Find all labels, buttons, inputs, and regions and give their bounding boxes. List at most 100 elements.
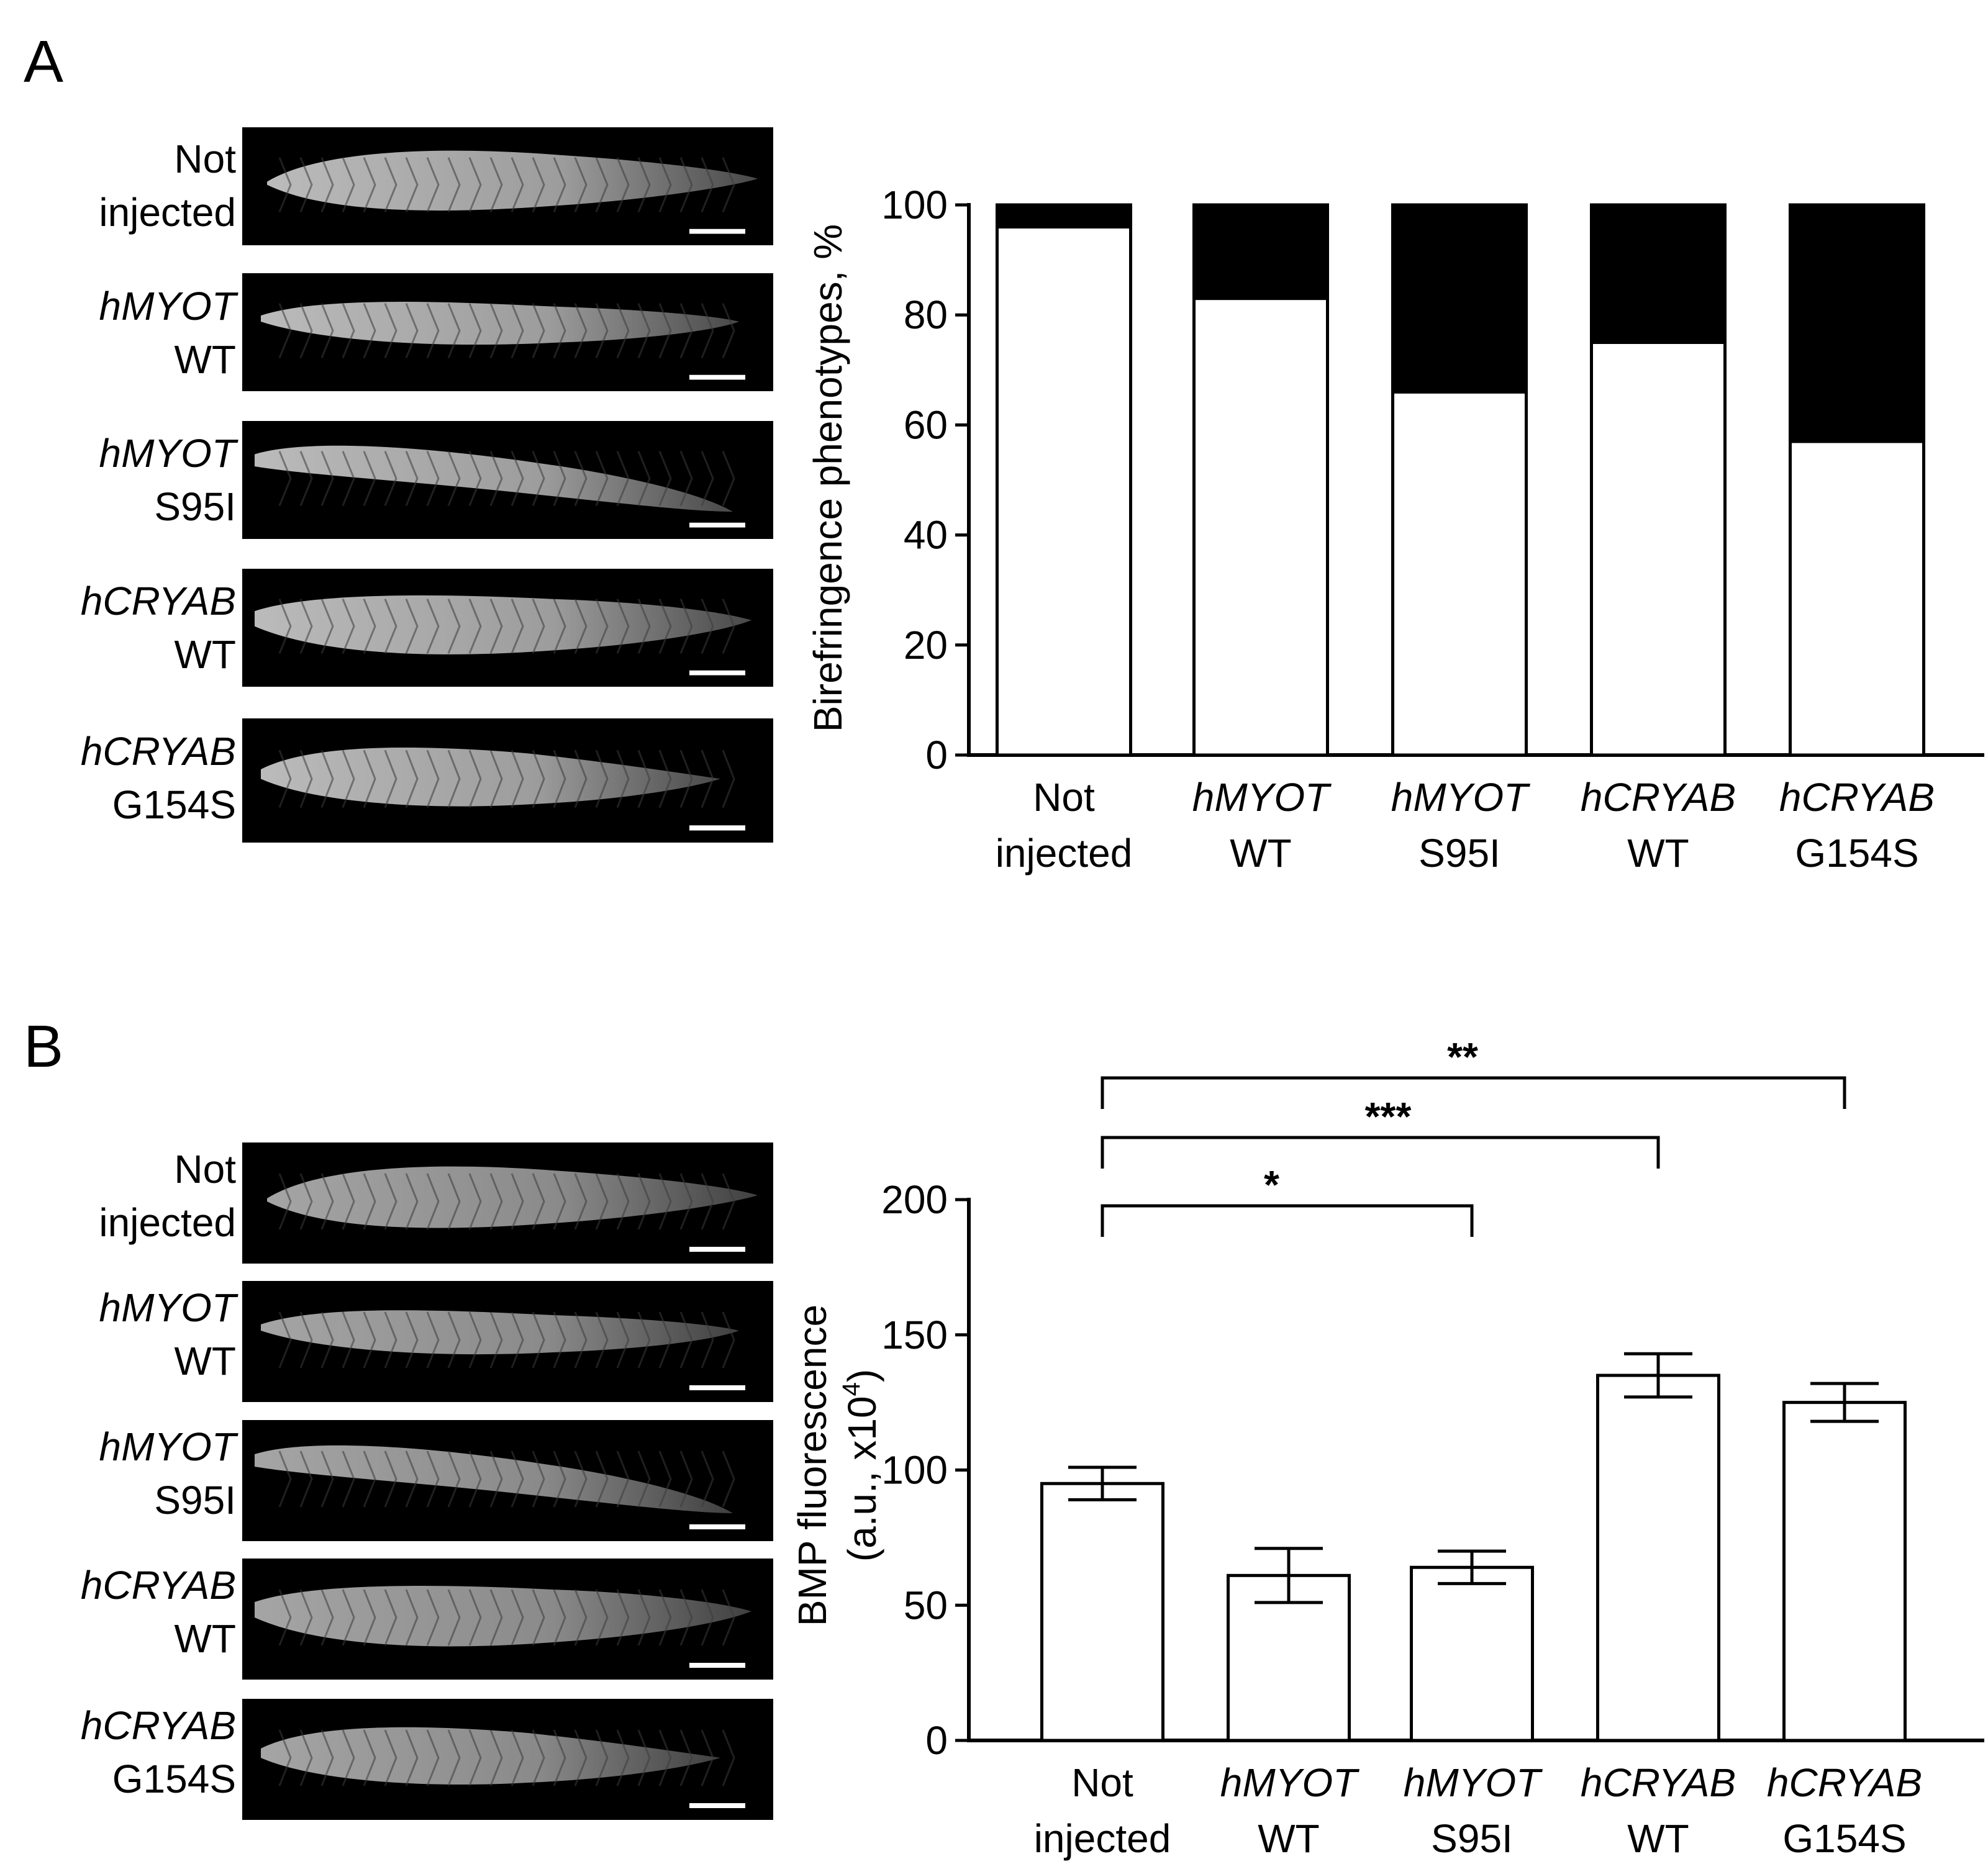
somite-line (574, 157, 588, 212)
somite-line (658, 303, 672, 358)
somite-line (532, 1173, 545, 1230)
somite-line (679, 599, 693, 654)
somite-line (489, 1589, 503, 1646)
somite-line (637, 749, 651, 808)
somite-line (616, 749, 630, 808)
somite-line (299, 451, 313, 506)
panel-letter-a: A (24, 29, 64, 95)
category-label-line1: hMYOT (1192, 775, 1332, 820)
label-line1: hMYOT (99, 1424, 236, 1469)
label-line2: injected (99, 190, 236, 235)
somite-line (426, 749, 440, 808)
y-axis-label-line2: (a.u., x104) (838, 1369, 884, 1562)
panel-b-image-label-2: hMYOT S95I (12, 1420, 236, 1527)
fish-body (261, 1310, 739, 1355)
somite-line (553, 1450, 566, 1508)
somite-line (468, 1729, 482, 1786)
micrograph-b-hcryab-g154s (242, 1699, 773, 1820)
somite-line (616, 451, 630, 506)
somite-line (637, 1173, 651, 1230)
somite-line (701, 1729, 714, 1786)
somite-line (574, 1729, 588, 1786)
fish-micrograph (261, 302, 745, 380)
fish-micrograph (255, 1586, 751, 1668)
somite-line (278, 1589, 292, 1646)
somite-line (384, 1729, 397, 1786)
significance-bracket (1101, 1204, 1474, 1237)
somite-line (447, 1589, 461, 1646)
somite-line (320, 303, 334, 358)
category-label-line1: hMYOT (1404, 1760, 1543, 1805)
micrograph-b-hcryab-wt (242, 1559, 773, 1680)
label-line2: WT (174, 1616, 237, 1661)
somite-line (722, 1450, 735, 1508)
somite-line (320, 1450, 334, 1508)
somite-line (384, 1311, 397, 1369)
category-label-line2: S95I (1418, 831, 1500, 875)
somite-line (511, 749, 524, 808)
somite-line (637, 599, 651, 654)
somite-line (447, 1729, 461, 1786)
somite-line (532, 157, 545, 212)
somite-line (468, 599, 482, 654)
ylabel-prefix: (a.u., x10 (840, 1396, 884, 1562)
somite-line (553, 157, 566, 212)
micrograph-a-hcryab-wt (242, 569, 773, 687)
somite-line (722, 599, 735, 654)
somite-line (299, 749, 313, 808)
somite-line (320, 749, 334, 808)
somite-line (511, 303, 524, 358)
fish-body (267, 1166, 758, 1228)
somite-line (320, 1311, 334, 1369)
panel-a-image-label-4: hCRYAB G154S (12, 725, 236, 831)
y-tick-label: 60 (904, 402, 948, 447)
somite-line (701, 1311, 714, 1369)
x-category-label: hCRYAB WT (1581, 775, 1736, 875)
somite-line (658, 1450, 672, 1508)
bar (1596, 1373, 1720, 1742)
fish-micrograph (261, 747, 745, 831)
somite-line (574, 1450, 588, 1508)
somite-line (342, 451, 355, 506)
somite-line (363, 1173, 376, 1230)
fish-body (267, 150, 758, 211)
y-axis-label: BMP fluorescence (a.u., x104) (790, 1305, 884, 1626)
panel-a-image-label-2: hMYOT S95I (12, 427, 236, 533)
somite-line (511, 1173, 524, 1230)
somite-line (679, 157, 693, 212)
somite-line (658, 1729, 672, 1786)
somite-line (363, 157, 376, 212)
bar-segment-black (1192, 203, 1329, 301)
somite-line (616, 303, 630, 358)
fish-micrograph (255, 445, 745, 528)
label-line1: hMYOT (99, 431, 236, 476)
somite-line (320, 1729, 334, 1786)
somite-line (532, 1589, 545, 1646)
category-label-line2: WT (1627, 1816, 1689, 1861)
somite-line (363, 1450, 376, 1508)
bar (1782, 1401, 1907, 1742)
x-category-label: hMYOT WT (1192, 775, 1332, 875)
somite-line (363, 1589, 376, 1646)
somite-line (278, 749, 292, 808)
somite-line (384, 157, 397, 212)
x-category-label: hCRYAB G154S (1767, 1760, 1922, 1861)
somite-line (489, 599, 503, 654)
somite-line (722, 157, 735, 212)
fish-micrograph (255, 1445, 745, 1529)
category-label-line1: Not (1033, 775, 1095, 820)
panel-b-image-label-4: hCRYAB G154S (12, 1699, 236, 1806)
somite-line (363, 599, 376, 654)
category-label-line2: G154S (1795, 831, 1918, 875)
somite-line (363, 451, 376, 506)
bar (1410, 1565, 1534, 1742)
bar-segment-black (1789, 203, 1925, 443)
somite-line (553, 303, 566, 358)
micrograph-b-hmyot-s95i (242, 1420, 773, 1541)
somite-line (658, 749, 672, 808)
somite-line (722, 1589, 735, 1646)
somite-line (722, 1311, 735, 1369)
y-tick-label: 150 (881, 1313, 948, 1357)
somite-line (426, 1589, 440, 1646)
label-line1: hMYOT (99, 1285, 236, 1330)
